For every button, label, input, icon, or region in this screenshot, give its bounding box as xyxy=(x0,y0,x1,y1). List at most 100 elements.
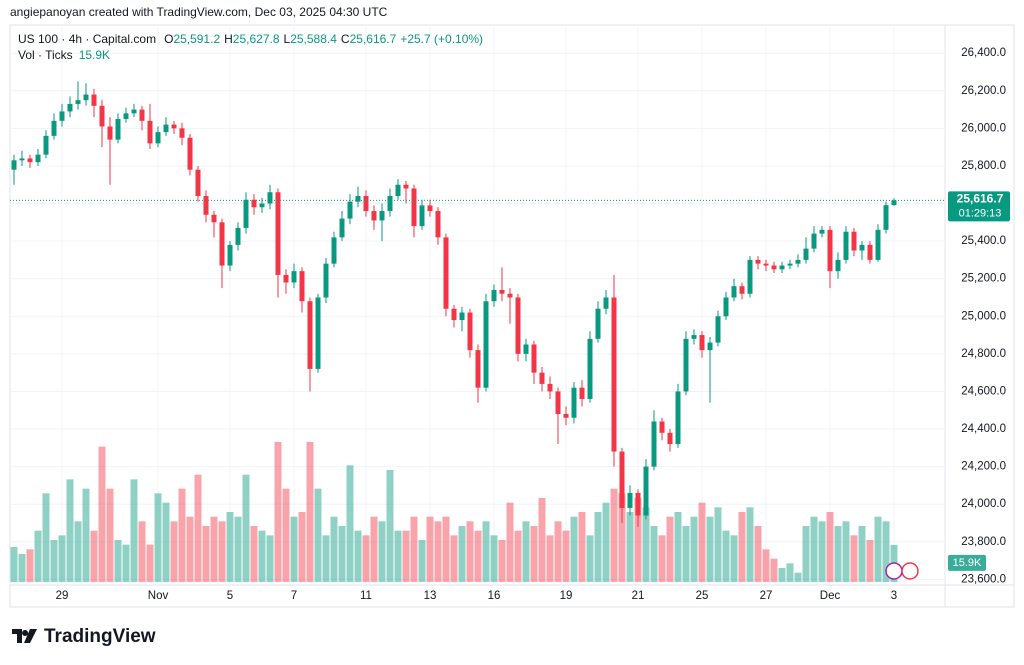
candle-body xyxy=(547,383,553,392)
y-tick-label: 25,000.0 xyxy=(961,310,1006,322)
volume-bar xyxy=(714,507,722,582)
open-label: O xyxy=(164,32,173,46)
volume-bar xyxy=(314,488,322,582)
volume-bar xyxy=(18,554,26,582)
y-tick-label: 25,400.0 xyxy=(961,235,1006,247)
candle-body xyxy=(779,265,785,270)
countdown: 01:29:13 xyxy=(959,207,1002,219)
volume-bar xyxy=(674,512,682,582)
y-tick-label: 24,800.0 xyxy=(961,348,1006,360)
volume-bar xyxy=(362,535,370,582)
candle-body xyxy=(843,231,849,260)
volume-bar xyxy=(498,540,506,582)
candle-body xyxy=(59,111,65,121)
high-value: 25,627.8 xyxy=(233,32,280,46)
candle-body xyxy=(523,344,529,354)
volume-bar xyxy=(850,535,858,582)
volume-bar xyxy=(474,530,482,582)
volume-bar xyxy=(578,512,586,582)
volume-bar xyxy=(258,530,266,582)
candle-body xyxy=(155,132,161,144)
y-tick-label: 25,200.0 xyxy=(961,273,1006,285)
candle-body xyxy=(443,237,449,309)
volume-bar xyxy=(386,470,394,582)
volume-bar xyxy=(26,549,34,582)
candle-body xyxy=(243,199,249,228)
candle-body xyxy=(307,301,313,369)
volume-bar xyxy=(146,544,154,582)
x-tick-label: Dec xyxy=(820,590,841,602)
volume-bar xyxy=(666,516,674,582)
y-tick-label: 25,800.0 xyxy=(961,160,1006,172)
candle-body xyxy=(123,113,129,119)
candle-body xyxy=(355,196,361,202)
y-tick-label: 26,200.0 xyxy=(961,85,1006,97)
x-tick-label: 19 xyxy=(560,590,573,602)
volume-bar xyxy=(450,535,458,582)
flag-icon xyxy=(901,562,919,580)
volume-bar xyxy=(74,521,82,582)
low-value: 25,588.4 xyxy=(290,32,337,46)
candle-body xyxy=(187,137,193,170)
candle-body xyxy=(283,274,289,283)
candle-body xyxy=(331,237,337,264)
volume-bar xyxy=(802,526,810,582)
candle-body xyxy=(555,391,561,414)
candle-body xyxy=(195,169,201,197)
candle-body xyxy=(115,118,121,140)
candle-body xyxy=(619,451,625,508)
x-tick-label: 27 xyxy=(760,590,773,602)
candle-body xyxy=(699,335,705,351)
x-tick-label: 7 xyxy=(291,590,297,602)
candle-body xyxy=(291,271,297,283)
volume-bar xyxy=(530,526,538,582)
volume-bar xyxy=(434,521,442,582)
candle-body xyxy=(219,222,225,266)
candle-body xyxy=(139,109,145,121)
candle-body xyxy=(723,297,729,317)
volume-bar xyxy=(426,516,434,582)
volume-bar xyxy=(154,493,162,582)
candle-body xyxy=(467,312,473,351)
candle-body xyxy=(595,308,601,339)
volume-bar xyxy=(514,530,522,582)
brand: TradingView xyxy=(44,626,156,647)
volume-bar xyxy=(290,516,298,582)
last-volume-label: 15.9K xyxy=(953,557,982,569)
x-tick-label: 16 xyxy=(488,590,501,602)
candle-body xyxy=(419,205,425,227)
volume-bar xyxy=(858,526,866,582)
candle-body xyxy=(251,199,257,208)
candle-body xyxy=(179,128,185,138)
volume-bar xyxy=(338,526,346,582)
candle-body xyxy=(315,297,321,369)
y-tick-label: 23,600.0 xyxy=(961,573,1006,585)
close-label: C xyxy=(341,32,350,46)
volume-pane xyxy=(10,442,898,582)
symbol: US 100 · 4h · Capital.com xyxy=(18,32,156,46)
volume-bar xyxy=(786,563,794,582)
candle-body xyxy=(83,94,89,101)
volume-bar xyxy=(594,512,602,582)
volume-bar xyxy=(394,530,402,582)
event-icon xyxy=(885,562,903,580)
last-price-box xyxy=(948,191,1010,222)
volume-bar xyxy=(10,547,18,582)
candle-body xyxy=(91,94,97,106)
candle-body xyxy=(235,227,241,245)
candle-body xyxy=(43,135,49,155)
candle-body xyxy=(107,126,113,140)
volume-bar xyxy=(626,512,634,582)
credit: angiepanoyan created with TradingView.co… xyxy=(10,5,388,19)
volume-bar xyxy=(866,540,874,582)
volume-value: 15.9K xyxy=(79,48,110,62)
volume-bar xyxy=(218,521,226,582)
volume-bar xyxy=(98,446,106,582)
y-tick-label: 26,400.0 xyxy=(961,47,1006,59)
grid xyxy=(10,25,945,585)
volume-bar xyxy=(242,474,250,582)
candle-body xyxy=(771,265,777,270)
volume-bar xyxy=(58,535,66,582)
candle-body xyxy=(827,229,833,272)
